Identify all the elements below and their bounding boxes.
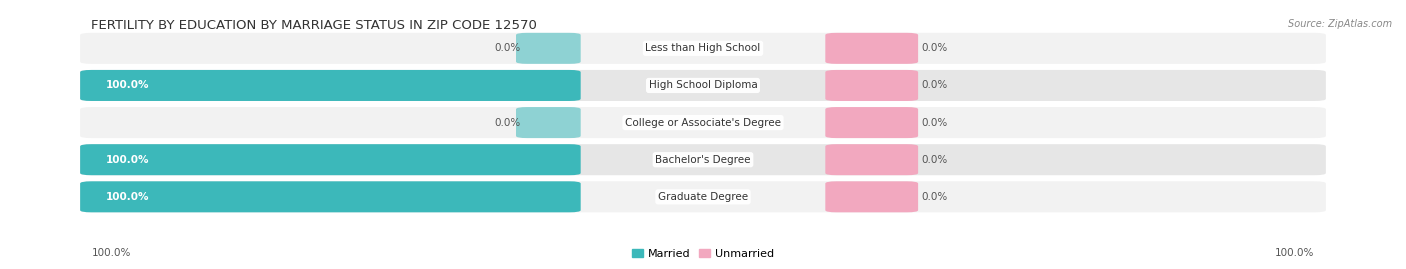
- Text: 0.0%: 0.0%: [921, 80, 948, 90]
- Text: Source: ZipAtlas.com: Source: ZipAtlas.com: [1288, 19, 1392, 29]
- FancyBboxPatch shape: [80, 107, 1326, 138]
- Text: 0.0%: 0.0%: [921, 118, 948, 128]
- Text: FERTILITY BY EDUCATION BY MARRIAGE STATUS IN ZIP CODE 12570: FERTILITY BY EDUCATION BY MARRIAGE STATU…: [91, 19, 537, 32]
- FancyBboxPatch shape: [825, 144, 918, 175]
- Text: 100.0%: 100.0%: [105, 155, 149, 165]
- Text: 100.0%: 100.0%: [105, 80, 149, 90]
- FancyBboxPatch shape: [80, 181, 581, 212]
- FancyBboxPatch shape: [80, 181, 1326, 212]
- FancyBboxPatch shape: [80, 70, 581, 101]
- FancyBboxPatch shape: [80, 144, 1326, 175]
- Text: 100.0%: 100.0%: [1275, 248, 1315, 258]
- Text: College or Associate's Degree: College or Associate's Degree: [626, 118, 780, 128]
- FancyBboxPatch shape: [825, 33, 918, 64]
- Text: Bachelor's Degree: Bachelor's Degree: [655, 155, 751, 165]
- FancyBboxPatch shape: [80, 70, 1326, 101]
- Text: 0.0%: 0.0%: [494, 43, 520, 53]
- Text: Less than High School: Less than High School: [645, 43, 761, 53]
- Text: 0.0%: 0.0%: [921, 155, 948, 165]
- FancyBboxPatch shape: [80, 33, 1326, 64]
- Text: Graduate Degree: Graduate Degree: [658, 192, 748, 202]
- FancyBboxPatch shape: [825, 181, 918, 212]
- FancyBboxPatch shape: [825, 107, 918, 138]
- Text: High School Diploma: High School Diploma: [648, 80, 758, 90]
- Legend: Married, Unmarried: Married, Unmarried: [627, 245, 779, 263]
- Text: 0.0%: 0.0%: [921, 43, 948, 53]
- Text: 0.0%: 0.0%: [921, 192, 948, 202]
- FancyBboxPatch shape: [516, 107, 581, 138]
- FancyBboxPatch shape: [80, 144, 581, 175]
- Text: 100.0%: 100.0%: [91, 248, 131, 258]
- FancyBboxPatch shape: [825, 70, 918, 101]
- Text: 0.0%: 0.0%: [494, 118, 520, 128]
- Text: 100.0%: 100.0%: [105, 192, 149, 202]
- FancyBboxPatch shape: [516, 33, 581, 64]
